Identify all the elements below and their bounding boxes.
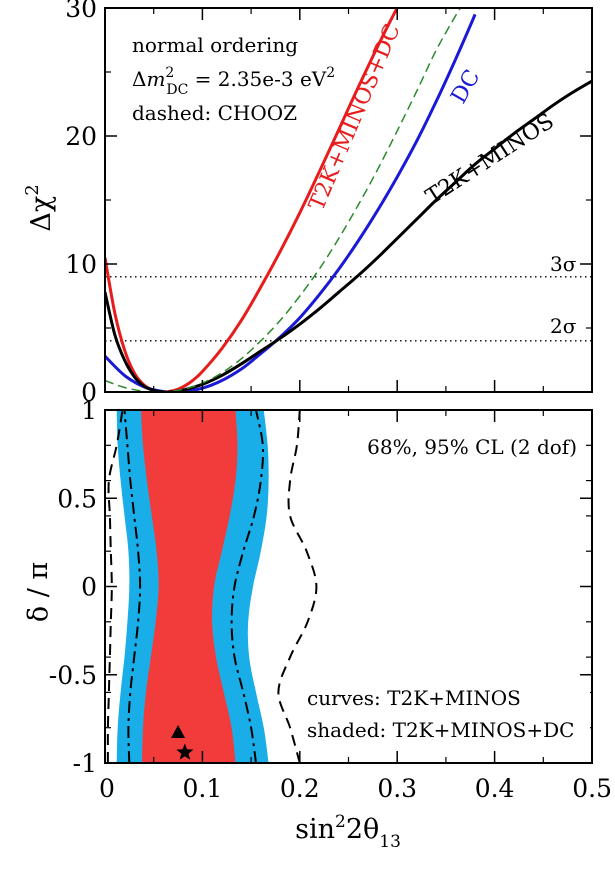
top-note-3: dashed: CHOOZ — [132, 101, 297, 125]
shaded-note: shaded: T2K+MINOS+DC — [307, 718, 574, 742]
bottom-y-tick-label-4: 1 — [81, 396, 97, 425]
x-tick-label-2: 0.2 — [280, 774, 320, 803]
ref-label-3sigma: 3σ — [550, 252, 577, 276]
region-68-cl — [141, 410, 238, 763]
ref-label-2sigma: 2σ — [550, 314, 577, 338]
series-line-t2k-minos — [105, 79, 592, 392]
bottom-y-axis-title: δ / π — [23, 562, 54, 622]
legend-note-background — [303, 680, 590, 745]
top-y-tick-label-0: 0 — [81, 378, 97, 407]
top-plot-frame — [104, 7, 593, 393]
x-tick-label-5: 0.5 — [572, 774, 612, 803]
bottom-axis-ticks: 0 0.1 0.2 0.3 0.4 0.5 -1 -0.5 0 0.5 1 — [49, 396, 612, 803]
top-y-tick-label-2: 20 — [65, 122, 97, 151]
x-tick-label-1: 0.1 — [183, 774, 223, 803]
top-note-1: normal ordering — [132, 33, 298, 57]
contour-t2k-minos-68-cl-left — [123, 410, 142, 763]
top-y-axis-title: Δχ2 — [22, 184, 57, 231]
bottom-y-tick-label-2: 0 — [81, 573, 97, 602]
marker-triangle — [171, 724, 186, 738]
top-panel-delta-chi2: 0 10 20 30 normal ordering Δm2 DC = 2.35e-3 … — [22, 0, 593, 407]
cl-note: 68%, 95% CL (2 dof) — [367, 435, 577, 459]
contour-t2k-minos-95-cl-right — [277, 410, 318, 763]
contour-t2k-minos-95-cl-left — [106, 410, 124, 763]
curve-label-t2k-minos-dc: T2K+MINOS+DC — [305, 20, 406, 214]
t2k-minos-contours — [106, 410, 318, 763]
x-axis-title: sin22θ13 — [295, 812, 401, 852]
confidence-regions — [116, 410, 269, 763]
bottom-y-tick-label-3: 0.5 — [57, 484, 97, 513]
bottom-y-tick-label-0: -1 — [73, 749, 97, 778]
series-line-chooz — [105, 8, 462, 392]
x-tick-label-3: 0.3 — [377, 774, 417, 803]
top-curves — [105, 8, 592, 392]
top-note-2: Δm2 DC = 2.35e-3 eV2 — [132, 65, 335, 98]
x-tick-label-0: 0 — [99, 774, 115, 803]
curves-note: curves: T2K+MINOS — [307, 686, 521, 710]
top-y-tick-label-3: 30 — [65, 0, 97, 23]
contour-t2k-minos-68-cl-right — [230, 410, 265, 763]
bottom-panel-delta-vs-theta: 0 0.1 0.2 0.3 0.4 0.5 -1 -0.5 0 0.5 1 68%, 95% CL … — [23, 396, 612, 852]
top-axis-ticks: 0 10 20 30 — [65, 0, 593, 407]
top-y-tick-label-1: 10 — [65, 250, 97, 279]
sigma-reference-lines — [105, 276, 592, 342]
bottom-y-tick-label-1: -0.5 — [49, 661, 97, 690]
x-tick-label-4: 0.4 — [475, 774, 515, 803]
marker-star — [176, 743, 194, 760]
curve-label-t2k-minos: T2K+MINOS — [422, 109, 559, 210]
best-fit-markers — [171, 724, 194, 760]
cl-note-background — [355, 432, 585, 462]
curve-label-dc: DC — [447, 66, 486, 108]
